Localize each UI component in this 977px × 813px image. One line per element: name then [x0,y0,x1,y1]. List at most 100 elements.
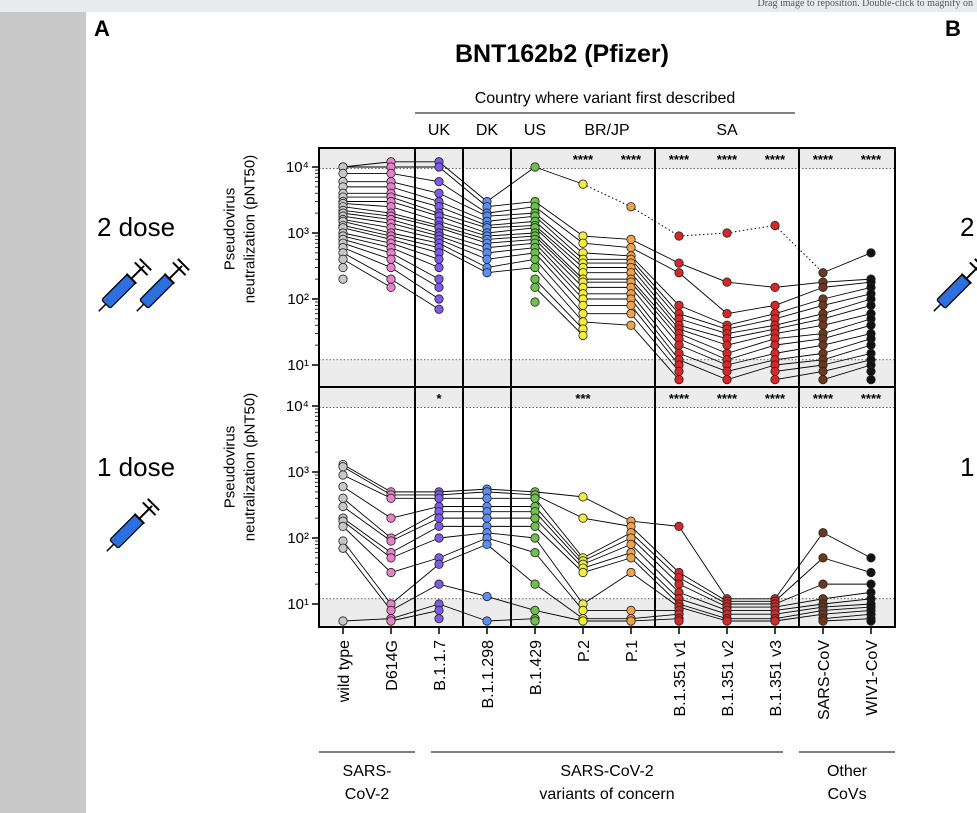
data-point [818,375,828,385]
connecting-line [774,583,824,605]
connecting-line [630,324,680,380]
data-point [578,492,588,502]
connecting-line [342,206,392,214]
data-point [770,375,780,385]
data-point [530,493,540,503]
data-point [770,616,780,626]
significance-label: **** [717,152,738,167]
connecting-line [390,252,440,280]
connecting-line [774,606,824,615]
connecting-line [774,324,824,334]
connecting-line [390,219,440,234]
connecting-line [822,318,872,334]
connecting-line [534,206,584,244]
data-point [674,579,684,589]
data-point [626,567,636,578]
data-point [338,254,348,264]
group-label: SARS- [343,763,392,780]
connecting-line [534,227,584,274]
connecting-line [630,520,680,527]
connecting-line [822,281,872,288]
connecting-line [438,225,488,240]
x-tick-label: B.1.351 v2 [720,640,737,717]
connecting-line [438,488,488,493]
connecting-line [726,328,776,340]
connecting-line [486,618,536,622]
data-point [530,297,540,307]
data-point [434,177,444,187]
connecting-line [534,526,584,573]
connecting-line [534,517,584,569]
connecting-line [630,267,680,326]
data-point [530,274,540,284]
data-point [818,553,828,563]
connecting-line [534,278,584,330]
data-point [626,539,636,549]
data-point [530,579,540,589]
data-point [386,493,396,503]
data-point [434,294,444,304]
connecting-line [678,603,728,620]
data-point [770,340,780,350]
data-point [482,539,492,549]
data-point [818,528,828,538]
data-point [338,521,348,531]
connecting-line [342,203,392,208]
data-point [386,553,396,563]
data-point [866,579,876,589]
data-point [338,501,348,512]
data-point [626,309,636,319]
group-label: CoVs [827,786,866,803]
connecting-line [342,242,392,260]
connecting-line [774,370,824,381]
connecting-line [534,212,584,254]
panel-label-b: B [945,16,961,41]
data-point [386,513,396,523]
lod-band [319,359,895,387]
panel-b-dose-label-2: 2 [960,212,975,242]
data-point [386,274,396,284]
connecting-line [582,496,632,522]
connecting-line [390,215,440,229]
connecting-line [534,287,584,336]
connecting-line [822,333,872,346]
data-point [674,521,684,531]
data-point [482,268,492,278]
y-tick-label: 10² [287,291,309,308]
connecting-line [390,278,440,310]
data-point [386,536,396,546]
connecting-line [726,304,776,315]
connecting-line [678,572,728,602]
connecting-line [774,225,824,274]
data-point [818,268,828,278]
connecting-line [390,206,440,222]
connecting-line [534,511,584,565]
connecting-line [438,583,488,597]
connecting-line [390,609,440,622]
connecting-line [390,537,440,559]
data-point [626,243,636,253]
connecting-line [774,532,824,600]
connecting-line [630,552,680,600]
connecting-line [534,221,584,264]
connecting-line [534,552,584,611]
connecting-line [822,313,872,326]
country-label: SA [716,122,738,139]
connecting-line [822,557,872,573]
data-point [434,513,444,523]
data-point [818,366,828,376]
connecting-line [342,258,392,288]
connecting-line [630,526,680,573]
connecting-line [390,525,440,554]
connecting-line [534,247,584,300]
y-tick-label: 10³ [287,225,309,242]
x-tick-label: B.1.1.298 [480,640,497,709]
connecting-line [774,609,824,620]
connecting-line [342,464,392,493]
data-point [530,533,540,543]
data-point [338,543,348,553]
connecting-line [390,196,440,214]
data-point [386,605,396,615]
connecting-line [582,532,632,559]
connecting-line [390,506,440,519]
